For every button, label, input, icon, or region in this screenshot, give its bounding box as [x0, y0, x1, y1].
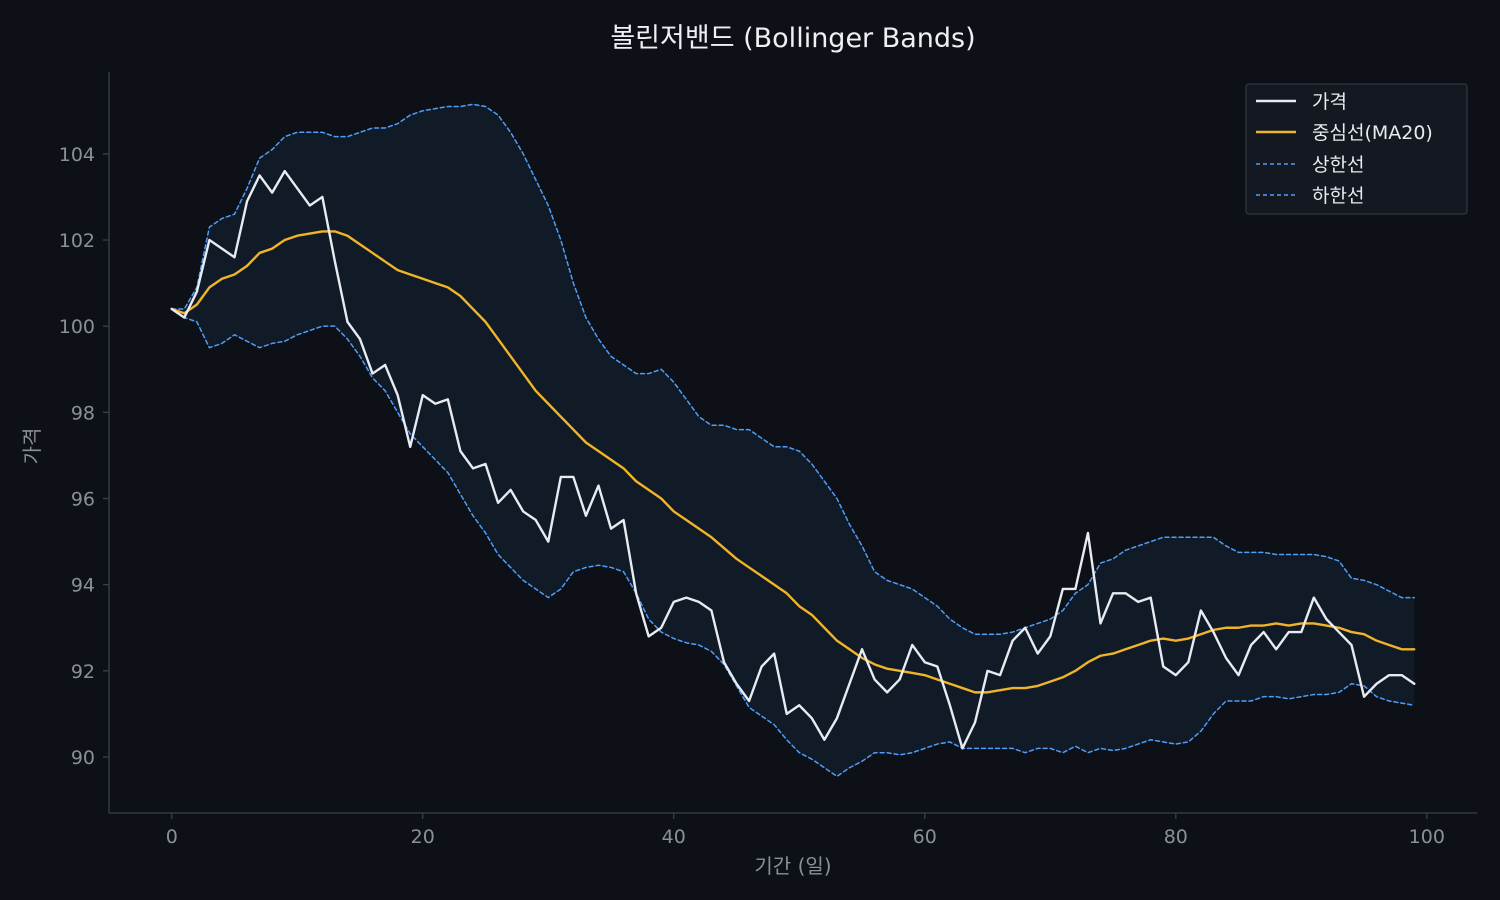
y-tick-label: 98 — [71, 402, 95, 424]
x-tick-label: 60 — [913, 826, 937, 848]
axes — [103, 72, 1477, 819]
x-tick-label: 0 — [166, 826, 178, 848]
band-fill — [171, 104, 1415, 777]
legend-label-ma: 중심선(MA20) — [1312, 122, 1433, 144]
y-tick-label: 94 — [71, 575, 95, 597]
x-tick-label: 20 — [411, 826, 435, 848]
y-tick-label: 100 — [59, 316, 95, 338]
tick-labels: 0 20 40 60 80 100 90 92 94 96 98 100 102 104 — [59, 144, 1445, 848]
x-tick-label: 100 — [1409, 826, 1445, 848]
legend-box — [1245, 83, 1468, 215]
band-area — [171, 104, 1415, 777]
legend-label-price: 가격 — [1312, 91, 1347, 113]
y-axis-title: 가격 — [20, 428, 44, 465]
y-tick-label: 102 — [59, 230, 95, 252]
series-line-upper — [171, 103, 1415, 635]
y-tick-label: 92 — [71, 661, 95, 683]
legend-label-lower: 하한선 — [1312, 185, 1364, 207]
y-tick-label: 96 — [71, 489, 95, 511]
chart-title: 볼린저밴드 (Bollinger Bands) — [610, 23, 975, 54]
series-line-price — [170, 169, 1416, 750]
x-axis-title: 기간 (일) — [754, 854, 831, 878]
series-line-lower — [171, 308, 1415, 778]
series-lines — [170, 103, 1416, 778]
x-tick-label: 40 — [662, 826, 686, 848]
x-tick-label: 80 — [1164, 826, 1188, 848]
y-tick-label: 104 — [59, 144, 95, 166]
series-line-ma — [170, 230, 1416, 694]
legend-label-upper: 상한선 — [1312, 154, 1364, 176]
legend: 가격 중심선(MA20) 상한선 하한선 — [1245, 83, 1468, 215]
y-tick-label: 90 — [71, 747, 95, 769]
